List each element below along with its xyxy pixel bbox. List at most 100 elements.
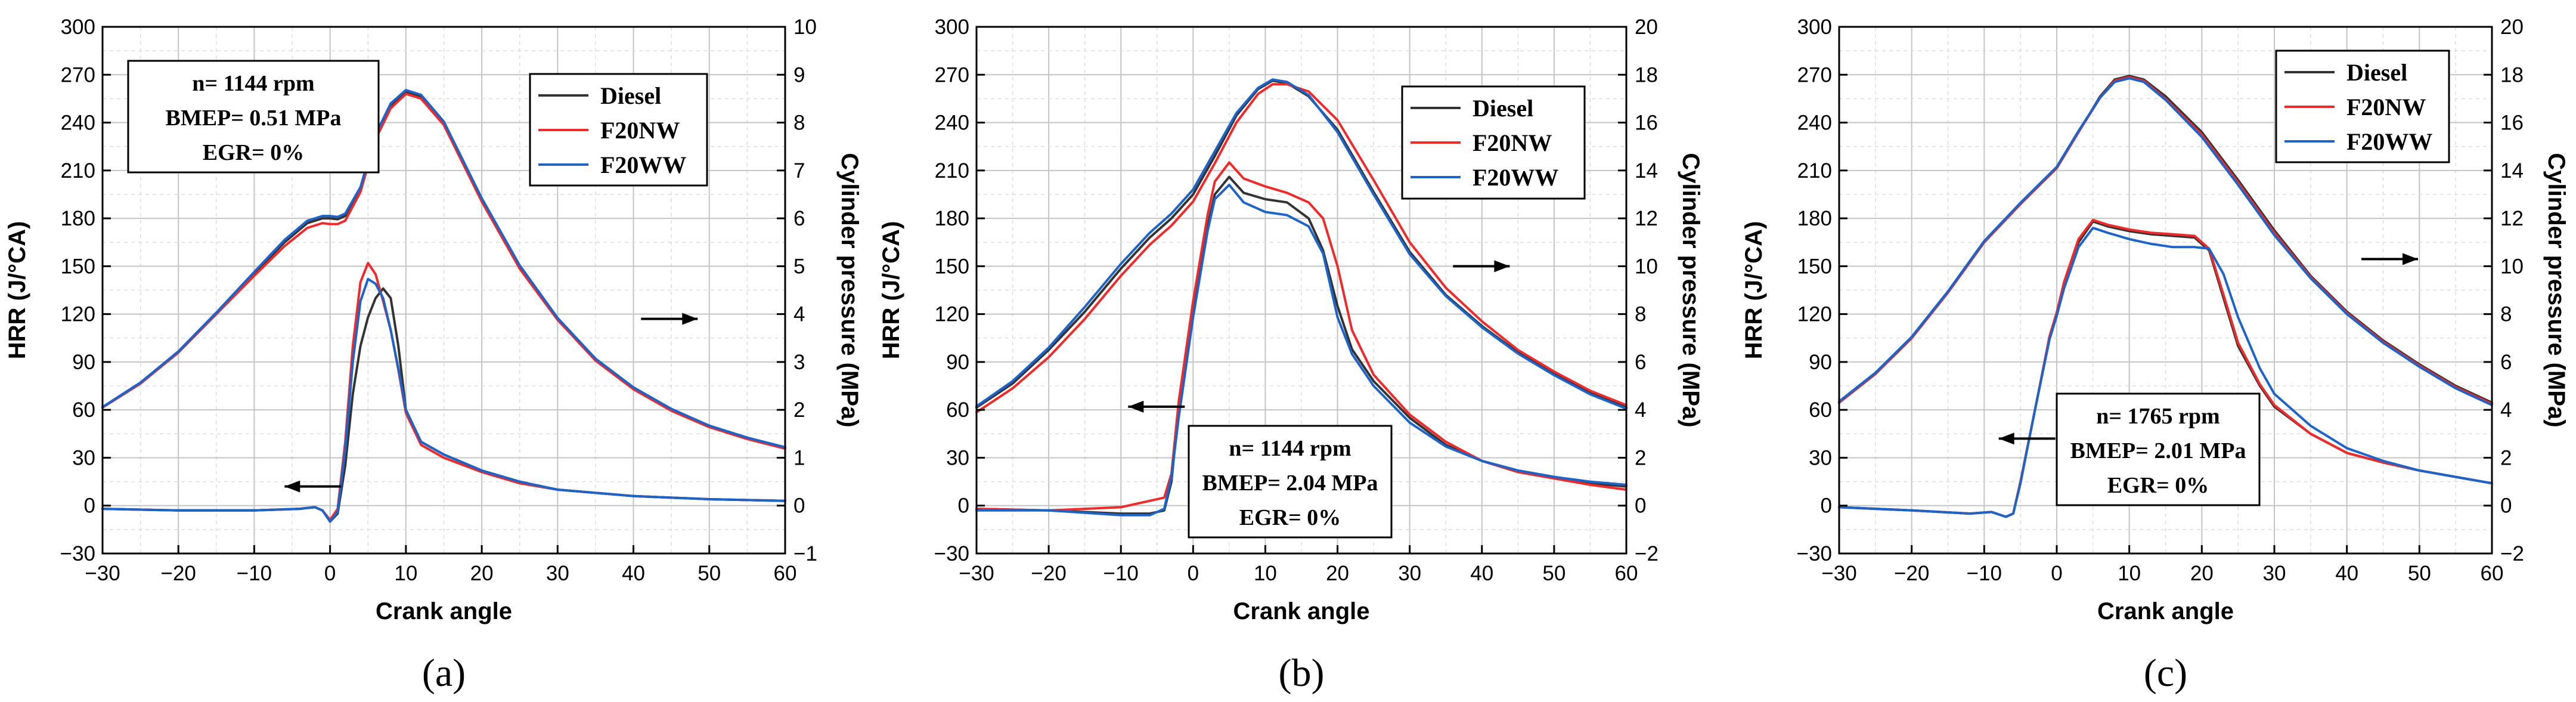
panel-b-y2tick-label-7: 12 bbox=[1635, 207, 1658, 230]
panel-a-y-axis-label: HRR (J/°CA) bbox=[4, 221, 30, 360]
panel-a-y2tick-label-8: 7 bbox=[793, 159, 805, 183]
panel-c-xtick-label-1: −20 bbox=[1894, 562, 1929, 585]
panel-a-info-frame bbox=[127, 60, 380, 174]
panel-a-legend-label-f20ww: F20WW bbox=[600, 151, 686, 178]
panel-a-caption: (a) bbox=[422, 651, 466, 695]
panel-c-legend-label-f20ww: F20WW bbox=[2346, 128, 2432, 155]
panel-b-y2tick-label-10: 18 bbox=[1635, 63, 1658, 86]
panel-c-y2tick-label-5: 8 bbox=[2500, 303, 2512, 326]
panel-a-ytick-label-1: 0 bbox=[84, 494, 95, 518]
panel-b-ytick-label-8: 210 bbox=[935, 159, 969, 183]
panel-a-ytick-label-8: 210 bbox=[61, 159, 95, 183]
panel-a-y2tick-label-7: 6 bbox=[793, 207, 805, 230]
panel-a-info-speed: n= 1144 rpm bbox=[192, 71, 314, 96]
panel-a-xtick-label-1: −20 bbox=[161, 562, 196, 585]
panel-c-line-hrr-f20ww bbox=[1838, 227, 2493, 518]
panel-b-legend-label-diesel: Diesel bbox=[1473, 95, 1533, 122]
panel-c-legend-label-f20nw: F20NW bbox=[2346, 94, 2426, 120]
panel-a-arrow-right-head bbox=[682, 313, 698, 325]
panel-c-info-egr: EGR= 0% bbox=[2107, 473, 2209, 498]
panel-a-legend: Diesel F20NW F20WW bbox=[529, 73, 708, 187]
panel-b-ytick-label-3: 60 bbox=[946, 398, 969, 422]
panel-b-y2tick-label-9: 16 bbox=[1635, 112, 1658, 135]
panel-c-legend: Diesel F20NW F20WW bbox=[2275, 50, 2450, 163]
panel-b-ytick-label-4: 90 bbox=[946, 351, 969, 374]
panel-c-y2tick-label-6: 10 bbox=[2500, 255, 2524, 278]
panel-a-xtick-label-6: 30 bbox=[546, 562, 569, 585]
panel-b-ytick-label-10: 270 bbox=[935, 63, 969, 86]
panel-a: −30 −20 −10 0 10 20 30 40 50 60−30030609012015018… bbox=[4, 16, 863, 695]
panel-a-xtick-label-2: −10 bbox=[237, 562, 272, 585]
panel-c-xtick-label-7: 40 bbox=[2335, 562, 2358, 585]
panel-c-xtick-label-6: 30 bbox=[2263, 562, 2286, 585]
panel-c-arrows bbox=[1998, 253, 2418, 445]
panel-b-y2tick-label-6: 10 bbox=[1635, 255, 1658, 278]
panel-c-line-pressure-f20ww bbox=[1838, 77, 2493, 407]
panel-b-xtick-label-9: 60 bbox=[1615, 562, 1638, 585]
panel-b-y2tick-label-1: 0 bbox=[1635, 494, 1646, 518]
panel-c-ytick-label-5: 120 bbox=[1797, 303, 1832, 326]
panel-c-y-axis-label: HRR (J/°CA) bbox=[1741, 221, 1767, 360]
panel-a-ytick-label-2: 30 bbox=[72, 446, 95, 469]
panel-c-y2-axis-label: Cylinder pressure (MPa) bbox=[2543, 153, 2569, 427]
panel-a-plot-frame bbox=[101, 26, 786, 555]
panel-b-arrow-left-head bbox=[1128, 400, 1144, 413]
panel-b-y2tick-label-3: 4 bbox=[1635, 398, 1646, 422]
panel-b-y2tick-label-8: 14 bbox=[1635, 159, 1658, 183]
panel-a-ticks: −30 −20 −10 0 10 20 30 40 50 60−30030609012015018… bbox=[60, 16, 817, 585]
panel-a-line-hrr-f20ww bbox=[101, 277, 786, 523]
panel-b-xtick-label-1: −20 bbox=[1031, 562, 1066, 585]
panel-b-ticks: −30 −20 −10 0 10 20 30 40 50 60−30030609012015018… bbox=[934, 16, 1659, 585]
panel-c-xtick-label-3: 0 bbox=[2051, 562, 2062, 585]
panel-a-y2tick-label-5: 4 bbox=[793, 303, 805, 326]
panel-b-x-axis-label: Crank angle bbox=[1233, 598, 1370, 624]
panel-a-legend-label-f20nw: F20NW bbox=[600, 117, 680, 144]
panel-c-arrow-left-head bbox=[1998, 432, 2014, 445]
panel-a-y2tick-label-11: 10 bbox=[793, 16, 817, 39]
panel-c-ytick-label-10: 270 bbox=[1797, 63, 1832, 86]
panel-b-arrow-right-head bbox=[1494, 260, 1510, 273]
panel-b-ytick-label-9: 240 bbox=[935, 112, 969, 135]
panel-b-info-frame bbox=[1188, 425, 1393, 539]
panel-a-info-box: n= 1144 rpm BMEP= 0.51 MPa EGR= 0% bbox=[127, 60, 380, 174]
panel-b: −30 −20 −10 0 10 20 30 40 50 60−30030609012015018… bbox=[878, 16, 1704, 695]
panel-a-info-egr: EGR= 0% bbox=[203, 140, 305, 165]
panel-c-ytick-label-1: 0 bbox=[1821, 494, 1832, 518]
panel-c-xtick-label-0: −30 bbox=[1821, 562, 1856, 585]
panel-c: −30 −20 −10 0 10 20 30 40 50 60−30030609012015018… bbox=[1741, 16, 2569, 695]
panel-a-y2-axis-label: Cylinder pressure (MPa) bbox=[836, 153, 863, 427]
panel-c-info-box: n= 1765 rpm BMEP= 2.01 MPa EGR= 0% bbox=[2056, 392, 2261, 506]
panel-c-y2tick-label-11: 20 bbox=[2500, 16, 2524, 39]
panel-b-line-pressure-f20nw bbox=[975, 83, 1628, 414]
panel-c-legend-label-diesel: Diesel bbox=[2346, 59, 2407, 86]
panel-c-y2tick-label-1: 0 bbox=[2500, 494, 2512, 518]
panel-a-xtick-label-4: 10 bbox=[394, 562, 417, 585]
panel-a-info-bmep: BMEP= 0.51 MPa bbox=[165, 106, 341, 131]
panel-c-y2tick-label-3: 4 bbox=[2500, 398, 2512, 422]
panel-a-ytick-label-4: 90 bbox=[72, 351, 95, 374]
panel-b-xtick-label-2: −10 bbox=[1103, 562, 1139, 585]
panel-a-ytick-label-0: −30 bbox=[60, 542, 95, 565]
panel-c-xtick-label-2: −10 bbox=[1967, 562, 2002, 585]
panel-a-ytick-label-6: 150 bbox=[61, 255, 95, 278]
panel-b-legend-label-f20nw: F20NW bbox=[1473, 129, 1552, 156]
panel-c-y2tick-label-9: 16 bbox=[2500, 112, 2524, 135]
panel-b-y2-axis-label: Cylinder pressure (MPa) bbox=[1678, 153, 1704, 427]
panel-b-y2tick-label-4: 6 bbox=[1635, 351, 1646, 374]
panel-c-ytick-label-0: −30 bbox=[1797, 542, 1832, 565]
panel-a-y2tick-label-2: 1 bbox=[793, 446, 805, 469]
panel-a-legend-label-diesel: Diesel bbox=[600, 82, 661, 109]
panel-c-ytick-label-6: 150 bbox=[1797, 255, 1832, 278]
panel-a-y2tick-label-6: 5 bbox=[793, 255, 805, 278]
panel-a-xtick-label-9: 60 bbox=[774, 562, 797, 585]
panel-a-y2tick-label-10: 9 bbox=[793, 63, 805, 86]
panel-a-xtick-label-0: −30 bbox=[85, 562, 120, 585]
panel-c-xtick-label-9: 60 bbox=[2481, 562, 2504, 585]
panel-b-ytick-label-1: 0 bbox=[958, 494, 969, 518]
panel-a-y2tick-label-9: 8 bbox=[793, 112, 805, 135]
panel-b-ytick-label-11: 300 bbox=[935, 16, 969, 39]
panel-b-series bbox=[975, 78, 1628, 517]
panel-a-line-pressure-f20ww bbox=[101, 89, 786, 449]
panel-a-ytick-label-10: 270 bbox=[61, 63, 95, 86]
panel-a-ytick-label-7: 180 bbox=[61, 207, 95, 230]
